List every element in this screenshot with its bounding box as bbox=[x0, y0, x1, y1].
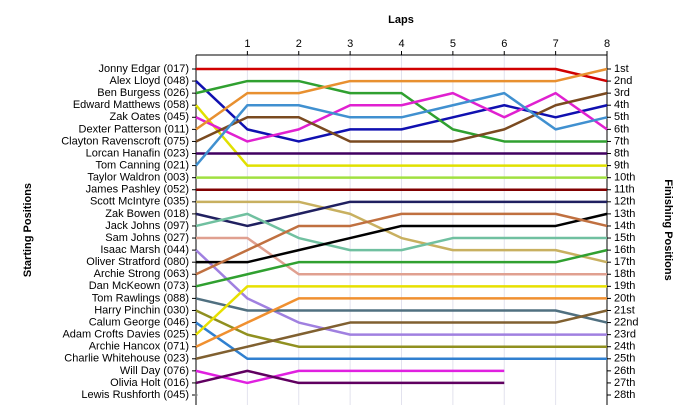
line bbox=[196, 236, 607, 276]
legend-label: Harry Pinchin (030) bbox=[94, 304, 189, 316]
y2-tick-label: 16th bbox=[614, 244, 635, 256]
legend-label: Tom Rawlings (088) bbox=[92, 292, 189, 304]
x-tick-label: 4 bbox=[398, 38, 404, 50]
legend-label: Zak Bowen (018) bbox=[105, 208, 189, 220]
x-axis-title: Laps bbox=[388, 14, 414, 26]
line bbox=[196, 200, 608, 264]
x-tick-label: 2 bbox=[296, 38, 302, 50]
y2-tick-label: 22nd bbox=[614, 316, 638, 328]
legend-label: Scott McIntyre (035) bbox=[90, 196, 189, 208]
x-tick-label: 1 bbox=[244, 38, 250, 50]
y2-tick-label: 6th bbox=[614, 123, 629, 135]
y2-tick-label: 3rd bbox=[614, 87, 630, 99]
legend-label: Zak Oates (045) bbox=[110, 111, 189, 123]
line bbox=[195, 212, 607, 252]
line-point bbox=[194, 393, 198, 397]
line bbox=[195, 91, 608, 143]
line bbox=[196, 67, 608, 83]
line bbox=[195, 297, 607, 348]
line bbox=[195, 297, 608, 324]
y2-axis-title: Finishing Positions bbox=[662, 179, 674, 280]
line bbox=[195, 67, 608, 131]
legend-label: Calum George (046) bbox=[89, 316, 189, 328]
y2-tick-label: 26th bbox=[614, 365, 635, 377]
legend-label: Sam Johns (027) bbox=[105, 232, 189, 244]
line bbox=[195, 212, 608, 276]
line bbox=[195, 91, 608, 167]
legend-label: Adam Crofts Davies (025) bbox=[62, 329, 189, 341]
y2-tick-label: 20th bbox=[614, 292, 635, 304]
legend-label: Jonny Edgar (017) bbox=[99, 63, 190, 75]
y-axis-title: Starting Positions bbox=[22, 183, 34, 277]
x-tick-label: 6 bbox=[501, 38, 507, 50]
line bbox=[195, 369, 505, 385]
y2-tick-label: 11th bbox=[614, 184, 635, 196]
x-tick-label: 5 bbox=[450, 38, 456, 50]
y2-tick-label: 4th bbox=[614, 99, 629, 111]
y2-tick-label: 5th bbox=[614, 111, 629, 123]
x-tick-label: 8 bbox=[604, 38, 610, 50]
line bbox=[195, 249, 607, 336]
line bbox=[195, 91, 608, 143]
legend-label: Taylor Waldron (003) bbox=[87, 172, 189, 184]
y2-tick-label: 12th bbox=[614, 196, 635, 208]
y2-tick-label: 24th bbox=[614, 341, 635, 353]
line bbox=[195, 309, 608, 360]
line bbox=[195, 309, 607, 348]
line bbox=[195, 104, 607, 167]
y2-tick-label: 1st bbox=[614, 63, 629, 75]
y2-tick-label: 10th bbox=[614, 172, 635, 184]
legend-label: Charlie Whitehouse (023) bbox=[64, 353, 189, 365]
legend-label: Lorcan Hanafin (023) bbox=[86, 147, 189, 159]
line bbox=[195, 248, 608, 288]
legend-label: Dexter Patterson (011) bbox=[79, 123, 189, 135]
y2-tick-label: 18th bbox=[614, 268, 635, 280]
y2-tick-label: 7th bbox=[614, 135, 629, 147]
legend-label: Clayton Ravenscroft (075) bbox=[61, 135, 189, 147]
line bbox=[195, 79, 607, 143]
y2-tick-label: 17th bbox=[614, 256, 635, 268]
y2-tick-label: 23rd bbox=[614, 329, 636, 341]
legend-label: Lewis Rushforth (045) bbox=[81, 389, 189, 401]
line bbox=[195, 321, 607, 361]
y2-tick-label: 25th bbox=[614, 353, 635, 365]
y2-tick-label: 19th bbox=[614, 280, 635, 292]
legend-label: Archie Strong (063) bbox=[94, 268, 189, 280]
legend-label: Archie Hancox (071) bbox=[89, 341, 189, 353]
legend-label: Alex Lloyd (048) bbox=[110, 75, 190, 87]
y2-tick-label: 2nd bbox=[614, 75, 632, 87]
legend-label: Edward Matthews (058) bbox=[73, 99, 189, 111]
legend-label: Oliver Stratford (080) bbox=[86, 256, 189, 268]
legend-label: James Pashley (052) bbox=[86, 184, 189, 196]
x-tick-label: 3 bbox=[347, 38, 353, 50]
legend-label: Olivia Holt (016) bbox=[110, 377, 189, 389]
y2-tick-label: 8th bbox=[614, 147, 629, 159]
line bbox=[196, 212, 608, 264]
line bbox=[195, 369, 505, 385]
y2-tick-label: 9th bbox=[614, 159, 629, 171]
legend-label: Jack Johns (097) bbox=[105, 220, 189, 232]
y2-tick-label: 15th bbox=[614, 232, 635, 244]
legend-label: Dan McKeown (073) bbox=[89, 280, 189, 292]
y2-tick-label: 27th bbox=[614, 377, 635, 389]
y2-tick-label: 13th bbox=[614, 208, 635, 220]
y2-tick-label: 21st bbox=[614, 304, 635, 316]
legend-label: Tom Canning (021) bbox=[95, 159, 189, 171]
legend-label: Will Day (076) bbox=[120, 365, 189, 377]
legend-label: Ben Burgess (026) bbox=[97, 87, 189, 99]
y2-tick-label: 14th bbox=[614, 220, 635, 232]
line bbox=[195, 285, 607, 336]
x-tick-label: 7 bbox=[553, 38, 559, 50]
y2-tick-label: 28th bbox=[614, 389, 635, 401]
legend-label: Isaac Marsh (044) bbox=[100, 244, 189, 256]
